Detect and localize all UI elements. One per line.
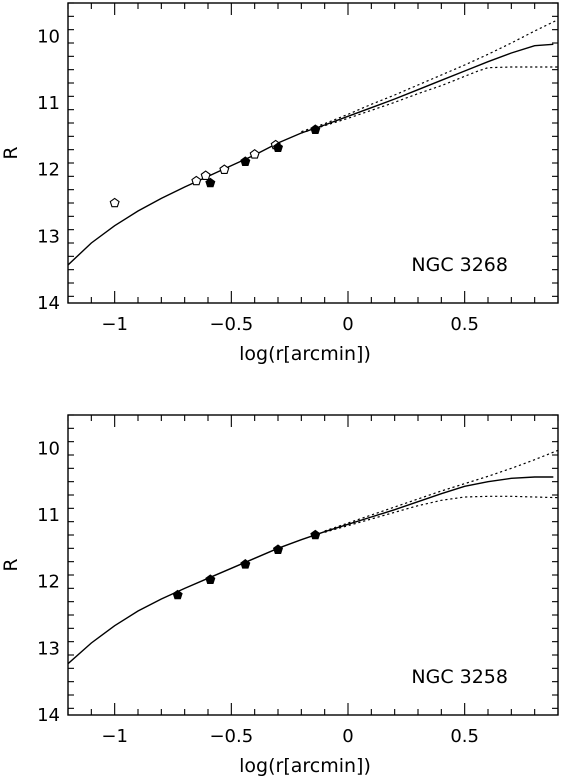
y-axis-label: R [0,558,22,571]
y-tick-label: 12 [37,160,60,181]
y-axis-label: R [0,146,22,159]
x-tick-labels: −1 −0.5 0 0.5 [101,314,479,335]
y-tick-label: 13 [37,638,60,659]
open-pentagon-point [219,164,230,174]
x-tick-label: 0.5 [450,726,479,747]
data-points [109,124,321,208]
open-pentagon-point [249,149,260,159]
model-envelope-dotted-line [324,495,558,533]
y-tick-label: 14 [37,705,60,726]
y-tick-label: 13 [37,226,60,247]
open-pentagon-point [109,197,120,208]
panel-ngc3258: −1 −0.5 0 0.5 10 11 12 13 14 log(r[arcmin]) R N… [0,414,559,777]
filled-pentagon-point [240,156,251,166]
filled-pentagon-point [272,142,284,152]
x-tick-label: 0 [342,726,353,747]
x-tick-label: −0.5 [209,314,253,335]
model-profile-line [68,43,554,266]
x-tick-label: 0.5 [450,314,479,335]
plot-frame [67,414,559,716]
y-tick-label: 11 [37,93,60,114]
profile-curves [68,19,558,266]
x-axis-label: log(r[arcmin]) [239,755,371,777]
y-tick-label: 14 [37,293,60,314]
galaxy-label: NGC 3268 [411,254,508,276]
filled-pentagon-point [240,559,251,569]
y-tick-label: 12 [37,572,60,593]
x-axis-label: log(r[arcmin]) [239,343,371,365]
axis-ticks [67,2,559,303]
filled-pentagon-point [172,589,183,600]
y-tick-label: 10 [37,438,60,459]
y-tick-label: 11 [37,505,60,526]
galaxy-label: NGC 3258 [411,666,508,688]
x-tick-label: −1 [101,726,128,747]
open-pentagon-point [200,170,211,180]
model-profile-line [68,476,554,665]
model-envelope-dotted-line [324,449,558,532]
x-tick-label: −0.5 [209,726,253,747]
filled-pentagon-point [205,574,216,584]
filled-pentagon-point [310,529,321,540]
open-pentagon-point [191,175,202,186]
plot-frame [67,2,559,304]
filled-pentagon-point [272,544,284,554]
axis-ticks [67,414,559,715]
filled-pentagon-point [205,177,216,188]
x-tick-labels: −1 −0.5 0 0.5 [101,726,479,747]
filled-pentagon-point [310,124,321,134]
y-tick-labels: 10 11 12 13 14 [37,26,60,314]
y-tick-labels: 10 11 12 13 14 [37,438,60,726]
data-points [172,529,321,600]
y-tick-label: 10 [37,26,60,47]
model-envelope-dotted-line [301,66,558,134]
model-envelope-dotted-line [301,19,558,133]
profile-curves [68,449,558,665]
panel-ngc3268: −1 −0.5 0 0.5 10 11 12 13 14 log(r[arcmin]) R N… [0,2,559,365]
x-tick-label: 0 [342,314,353,335]
x-tick-label: −1 [101,314,128,335]
